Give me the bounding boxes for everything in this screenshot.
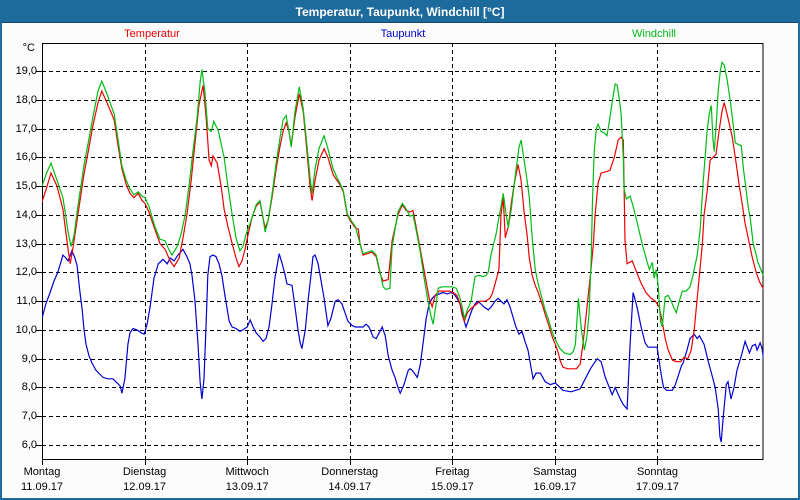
day-date: 15.09.17 [430,481,474,493]
y-axis-label: 15,0 [15,180,37,193]
day-name: Sonntag [636,466,678,478]
series-windchill-line [42,61,764,356]
x-axis-day-label: Sonntag 17.09.17 [605,465,709,495]
day-date: 14.09.17 [328,481,372,493]
y-axis-label: 19,0 [15,65,37,77]
legend-item-windchill: Windchill [632,28,676,41]
day-date: 11.09.17 [20,481,63,493]
y-axis-label: 12,0 [15,266,37,279]
day-date: 17.09.17 [636,481,679,493]
y-axis-label: 9,0 [21,352,37,365]
x-axis-day-label: Dienstag 12.09.17 [93,465,197,495]
x-axis-day-label: Freitag 15.09.17 [400,465,504,495]
day-name: Donnerstag [321,466,379,478]
series-taupunkt-line [42,248,764,443]
day-name: Montag [23,466,61,478]
day-date: 12.09.17 [123,481,166,493]
day-date: 16.09.17 [533,481,577,493]
y-axis-label: 7,0 [21,410,37,423]
legend-item-temperatur: Temperatur [124,28,180,41]
plot-border [42,43,764,460]
x-axis-day-label: Mittwoch 13.09.17 [195,465,299,495]
title-bar[interactable]: Temperatur, Taupunkt, Windchill [°C] [2,2,798,23]
x-axis-day-label: Montag 11.09.17 [2,465,94,495]
y-axis-label: 8,0 [21,381,37,394]
legend-label-temperatur: Temperatur [124,28,180,40]
window-title: Temperatur, Taupunkt, Windchill [°C] [295,5,505,19]
day-name: Samstag [533,466,577,478]
legend-label-windchill: Windchill [631,28,677,40]
y-axis-label: 18,0 [15,93,37,106]
day-date: 13.09.17 [225,481,269,493]
plot-background [42,43,764,460]
legend-label-taupunkt: Taupunkt [380,28,426,40]
x-axis-day-label: Samstag 16.09.17 [503,465,607,495]
y-axis-label: 11,0 [16,295,37,308]
y-axis-label: 13,0 [15,237,37,250]
y-axis-label: 14,0 [15,208,37,221]
y-axis-label: 16,0 [15,151,37,164]
y-axis-label: 10,0 [15,323,37,336]
day-name: Dienstag [122,466,167,478]
y-axis-unit-label: °C [22,42,35,54]
legend-item-taupunkt: Taupunkt [381,28,426,41]
y-axis-label: 6,0 [21,438,37,451]
day-name: Mittwoch [225,466,269,478]
day-name: Freitag [435,466,470,478]
y-axis-label: 17,0 [15,122,37,135]
x-axis-day-label: Donnerstag 14.09.17 [298,465,402,495]
